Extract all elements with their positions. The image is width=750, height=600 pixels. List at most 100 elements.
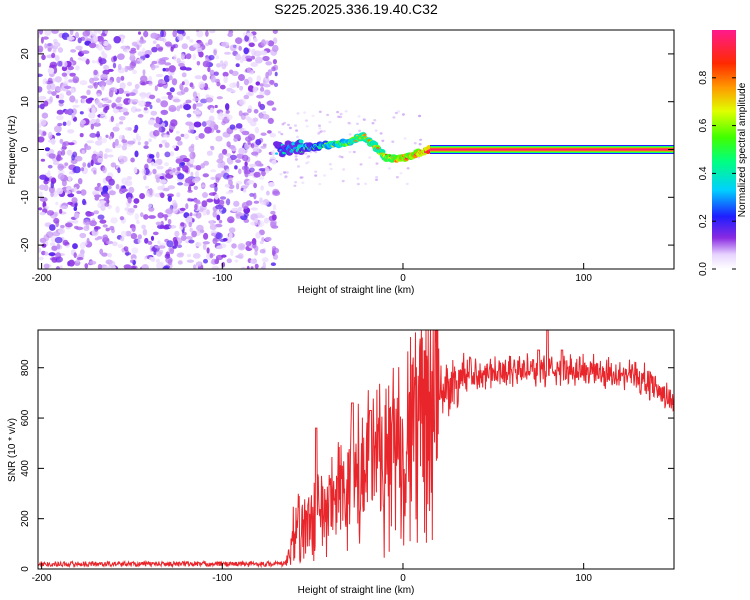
noise-blob [82, 162, 87, 168]
noise-blob [63, 85, 72, 89]
noise-blob [303, 111, 307, 114]
noise-blob [193, 199, 201, 203]
noise-blob [80, 119, 86, 125]
noise-blob [207, 120, 211, 126]
noise-blob [348, 133, 352, 136]
noise-blob [171, 78, 178, 86]
noise-blob [72, 76, 80, 84]
noise-blob [108, 136, 113, 140]
noise-blob [93, 170, 97, 175]
noise-blob [210, 176, 216, 180]
noise-blob [105, 79, 113, 86]
noise-blob [215, 135, 223, 142]
noise-blob [162, 67, 166, 72]
noise-blob [164, 215, 168, 221]
noise-blob [144, 256, 147, 260]
noise-blob [172, 202, 178, 209]
noise-blob [99, 205, 106, 209]
noise-blob [186, 215, 192, 221]
noise-blob [76, 257, 84, 261]
noise-blob [150, 235, 155, 241]
noise-blob [49, 242, 56, 246]
noise-blob [182, 157, 190, 163]
noise-blob [120, 36, 124, 44]
noise-blob [216, 129, 221, 134]
noise-blob [129, 49, 137, 54]
noise-blob [115, 106, 123, 110]
noise-blob [130, 157, 135, 163]
noise-blob [215, 210, 223, 214]
noise-blob [185, 99, 192, 104]
noise-blob [209, 183, 216, 188]
noise-blob [244, 161, 248, 167]
noise-blob [108, 260, 116, 268]
noise-blob [172, 167, 176, 173]
noise-blob [271, 66, 276, 72]
noise-blob [294, 124, 297, 127]
noise-blob [114, 138, 119, 146]
noise-blob [195, 135, 199, 141]
noise-blob [196, 30, 199, 33]
noise-blob [139, 193, 146, 200]
noise-blob [352, 150, 356, 154]
noise-blob [250, 266, 254, 269]
noise-blob [251, 55, 255, 60]
noise-blob [296, 112, 300, 115]
noise-blob [175, 136, 182, 142]
noise-blob [43, 263, 50, 269]
noise-blob [189, 151, 196, 160]
noise-blob [355, 122, 359, 126]
noise-blob [240, 266, 246, 269]
noise-blob [55, 156, 63, 161]
noise-blob [181, 81, 185, 86]
noise-blob [50, 181, 54, 189]
noise-blob [231, 207, 239, 212]
noise-blob [67, 201, 73, 205]
noise-blob [81, 50, 90, 54]
noise-blob [167, 185, 176, 190]
noise-blob [46, 231, 54, 239]
noise-blob [164, 41, 172, 47]
noise-blob [255, 139, 262, 146]
noise-blob [238, 206, 243, 212]
noise-blob [70, 49, 77, 53]
noise-blob [85, 145, 92, 151]
noise-blob [163, 187, 170, 192]
noise-blob [126, 203, 130, 208]
noise-blob [215, 232, 223, 240]
signal-blob [275, 152, 278, 155]
noise-blob [127, 81, 132, 87]
noise-blob [314, 150, 318, 154]
noise-blob [108, 89, 114, 98]
noise-blob [279, 173, 283, 176]
noise-blob [120, 230, 127, 238]
noise-blob [137, 141, 141, 146]
noise-blob [392, 116, 396, 119]
noise-blob [115, 122, 120, 128]
noise-blob [204, 126, 212, 134]
noise-blob [238, 168, 242, 175]
noise-blob [190, 143, 195, 149]
noise-blob [46, 210, 55, 216]
noise-blob [158, 126, 162, 133]
noise-blob [166, 91, 172, 96]
noise-blob [413, 142, 417, 145]
noise-blob [213, 71, 219, 76]
noise-blob [211, 265, 220, 269]
noise-blob [102, 97, 109, 104]
noise-blob [183, 104, 192, 111]
noise-blob [270, 262, 276, 267]
noise-blob [418, 143, 422, 146]
noise-blob [57, 150, 62, 158]
noise-blob [140, 212, 144, 218]
noise-blob [98, 80, 107, 88]
noise-blob [190, 171, 194, 177]
noise-blob [235, 123, 243, 129]
noise-blob [101, 137, 108, 144]
spectrogram-y-ticks: -20 -10 0 10 20 [20, 48, 674, 252]
noise-blob [235, 37, 243, 44]
noise-blob [194, 242, 202, 247]
noise-blob [49, 224, 56, 231]
noise-blob [126, 176, 132, 181]
noise-blob [242, 32, 246, 36]
